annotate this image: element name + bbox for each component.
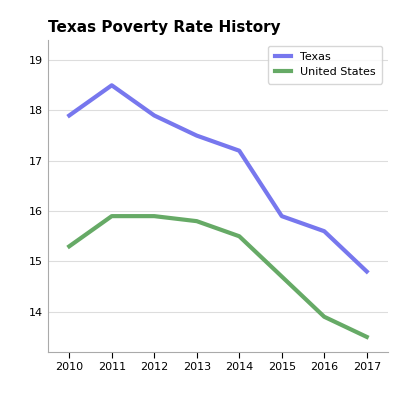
United States: [67, 244, 72, 249]
United States: [194, 219, 199, 224]
Texas: [322, 229, 327, 234]
Texas: [194, 133, 199, 138]
United States: [152, 214, 157, 218]
United States: [109, 214, 114, 218]
United States: [322, 314, 327, 319]
Texas: [152, 113, 157, 118]
Texas: [237, 148, 242, 153]
Text: Texas Poverty Rate History: Texas Poverty Rate History: [48, 20, 281, 35]
Texas: [67, 113, 72, 118]
Line: United States: United States: [69, 216, 367, 337]
Texas: [109, 83, 114, 88]
United States: [279, 274, 284, 279]
Legend: Texas, United States: Texas, United States: [268, 46, 382, 84]
Line: Texas: Texas: [69, 85, 367, 272]
United States: [237, 234, 242, 239]
United States: [364, 334, 369, 339]
Texas: [279, 214, 284, 218]
Texas: [364, 269, 369, 274]
